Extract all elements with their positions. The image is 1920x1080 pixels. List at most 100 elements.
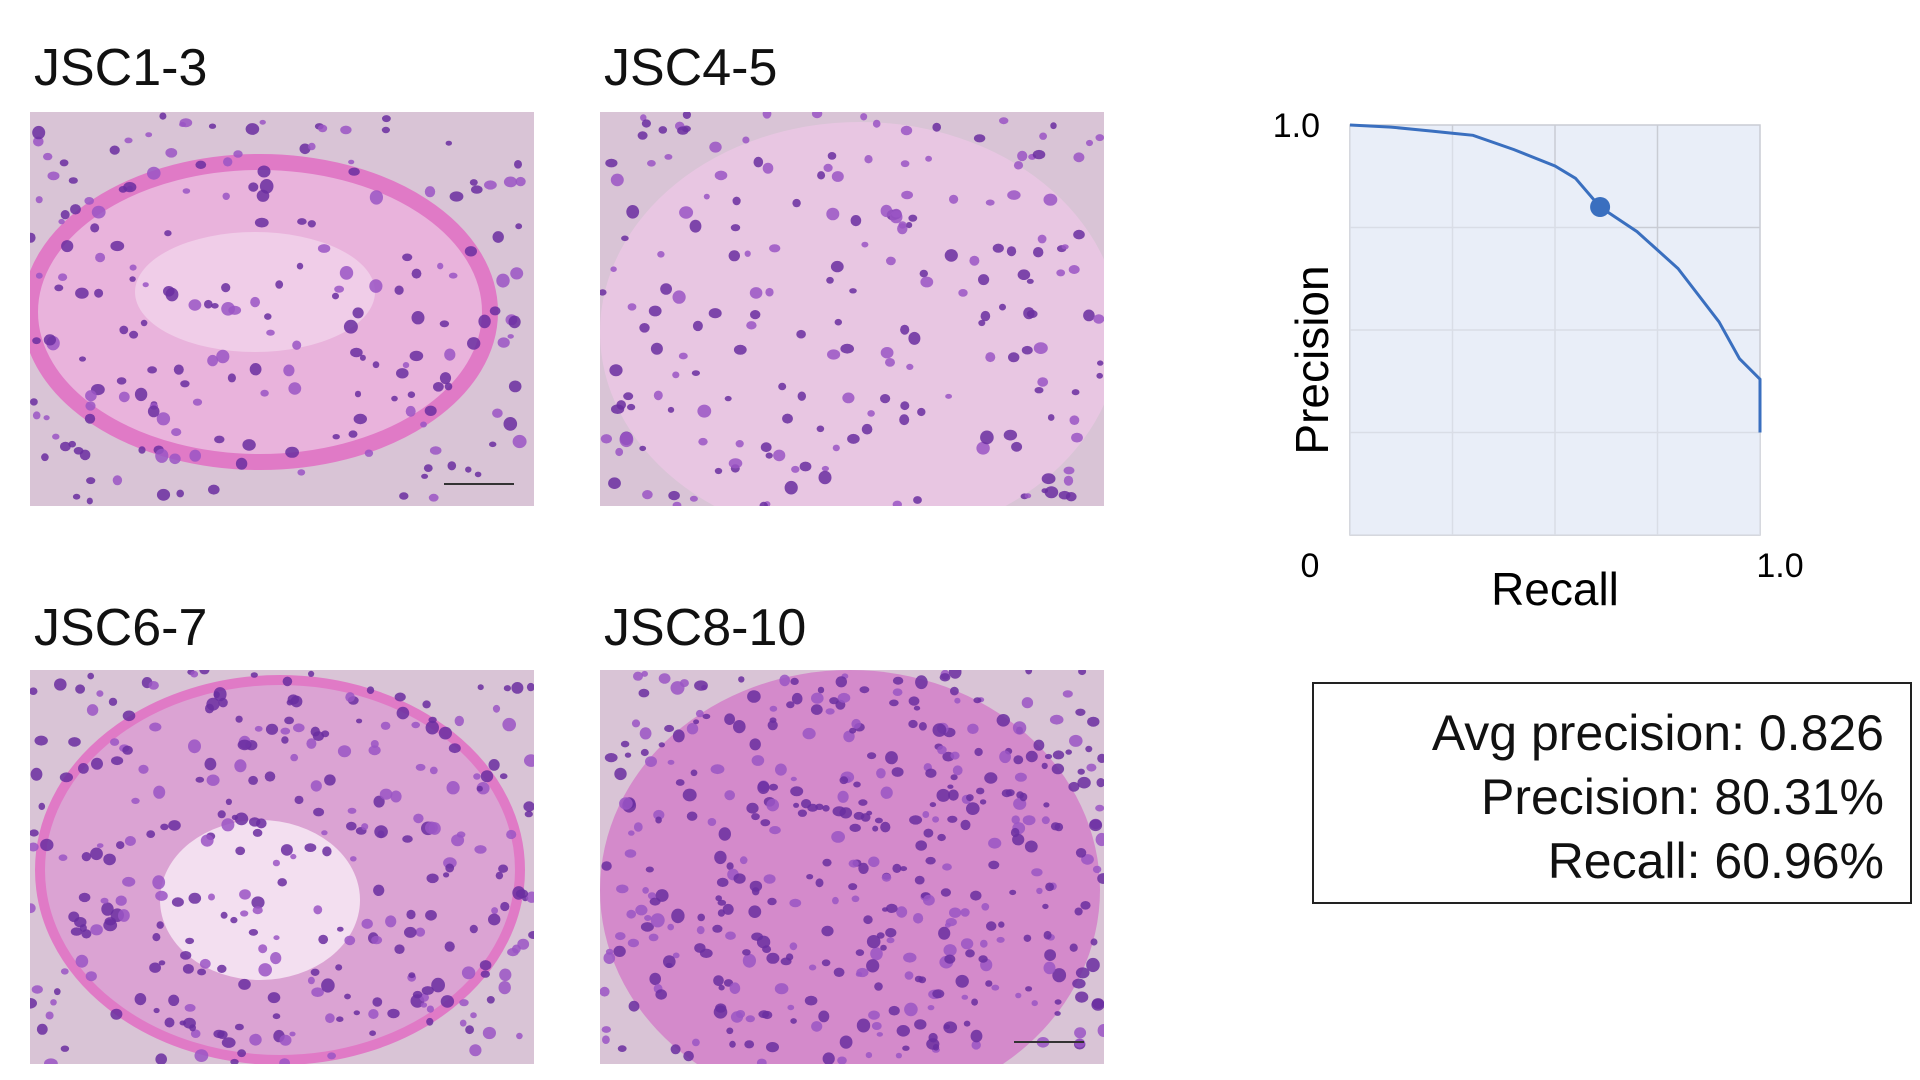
cell-nucleus <box>288 382 302 395</box>
cell-nucleus <box>925 768 937 778</box>
cell-nucleus <box>310 780 322 792</box>
cell-nucleus <box>1052 750 1065 760</box>
cell-nucleus <box>880 394 891 404</box>
cell-nucleus <box>411 311 425 325</box>
cell-nucleus <box>694 680 708 691</box>
cell-nucleus <box>84 197 94 205</box>
cell-nucleus <box>1097 753 1104 763</box>
cell-nucleus <box>373 795 385 808</box>
cell-nucleus <box>94 288 104 298</box>
cell-nucleus <box>1063 475 1074 486</box>
cell-nucleus <box>204 757 217 771</box>
cell-nucleus <box>129 276 136 282</box>
cell-nucleus <box>998 921 1005 928</box>
cell-nucleus <box>876 768 886 779</box>
cell-nucleus <box>839 1035 853 1049</box>
cell-nucleus <box>299 143 311 155</box>
cell-nucleus <box>321 830 328 836</box>
cell-nucleus <box>482 1026 496 1040</box>
operating-point-marker <box>1590 197 1611 217</box>
cell-nucleus <box>980 939 988 948</box>
cell-nucleus <box>1073 229 1085 240</box>
cell-nucleus <box>159 112 167 120</box>
cell-nucleus <box>1036 887 1043 895</box>
cell-nucleus <box>822 858 832 867</box>
cell-nucleus <box>715 895 722 902</box>
cell-nucleus <box>149 962 161 973</box>
cell-nucleus <box>797 391 806 401</box>
cell-nucleus <box>978 274 990 286</box>
cell-nucleus <box>859 686 870 694</box>
cell-nucleus <box>213 691 220 699</box>
cell-nucleus <box>815 803 824 810</box>
cell-nucleus <box>523 801 534 812</box>
cell-nucleus <box>601 861 612 871</box>
cell-nucleus <box>339 266 354 280</box>
cell-nucleus <box>252 828 263 837</box>
cell-nucleus <box>1003 429 1018 441</box>
cell-nucleus <box>909 815 923 825</box>
cell-nucleus <box>1096 372 1103 379</box>
cell-nucleus <box>58 273 68 281</box>
cell-nucleus <box>238 978 251 990</box>
cell-nucleus <box>90 847 103 861</box>
cell-nucleus <box>965 949 975 958</box>
cell-nucleus <box>348 159 355 165</box>
cell-nucleus <box>827 349 841 360</box>
cell-nucleus <box>702 713 711 720</box>
cell-nucleus <box>444 941 455 952</box>
cell-nucleus <box>868 856 880 868</box>
cell-nucleus <box>408 972 416 979</box>
cell-nucleus <box>733 344 747 355</box>
cell-nucleus <box>443 872 450 878</box>
cell-nucleus <box>96 690 104 697</box>
cell-nucleus <box>811 692 824 704</box>
cell-nucleus <box>254 725 263 732</box>
cell-nucleus <box>853 811 865 820</box>
cell-nucleus <box>251 896 265 909</box>
cell-nucleus <box>631 719 641 728</box>
cell-nucleus <box>352 307 364 319</box>
cell-nucleus <box>168 994 180 1006</box>
cell-nucleus <box>265 723 279 735</box>
cell-nucleus <box>85 390 97 402</box>
cell-nucleus <box>272 859 280 867</box>
cell-nucleus <box>822 805 830 812</box>
cell-nucleus <box>981 903 990 911</box>
cell-nucleus <box>855 949 865 956</box>
cell-nucleus <box>189 449 201 462</box>
cell-nucleus <box>641 119 651 128</box>
cell-nucleus <box>683 1050 694 1062</box>
cell-nucleus <box>913 705 921 711</box>
cell-nucleus <box>221 283 231 293</box>
cell-nucleus <box>1025 986 1033 992</box>
cell-nucleus <box>867 752 877 760</box>
cell-nucleus <box>1012 833 1025 846</box>
cell-nucleus <box>767 897 777 906</box>
cell-nucleus <box>1051 763 1065 775</box>
cell-nucleus <box>668 490 680 501</box>
cell-nucleus <box>615 932 626 941</box>
cell-nucleus <box>138 446 146 454</box>
cell-nucleus <box>1085 745 1093 753</box>
cell-nucleus <box>724 713 735 725</box>
cell-nucleus <box>446 781 460 795</box>
cell-nucleus <box>708 308 722 319</box>
cell-nucleus <box>477 684 484 691</box>
cell-nucleus <box>506 829 517 840</box>
cell-nucleus <box>249 363 262 376</box>
cell-nucleus <box>762 945 772 953</box>
cell-nucleus <box>381 126 390 134</box>
cell-nucleus <box>79 356 86 362</box>
cell-nucleus <box>264 771 276 782</box>
cell-nucleus <box>961 994 969 1000</box>
cell-nucleus <box>615 447 624 457</box>
cell-nucleus <box>716 877 729 887</box>
cell-nucleus <box>369 1030 376 1036</box>
cell-nucleus <box>675 779 685 786</box>
cell-nucleus <box>426 1017 434 1026</box>
cell-nucleus <box>648 933 659 942</box>
cell-nucleus <box>484 180 497 190</box>
cell-nucleus <box>415 763 426 771</box>
cell-nucleus <box>496 273 510 288</box>
